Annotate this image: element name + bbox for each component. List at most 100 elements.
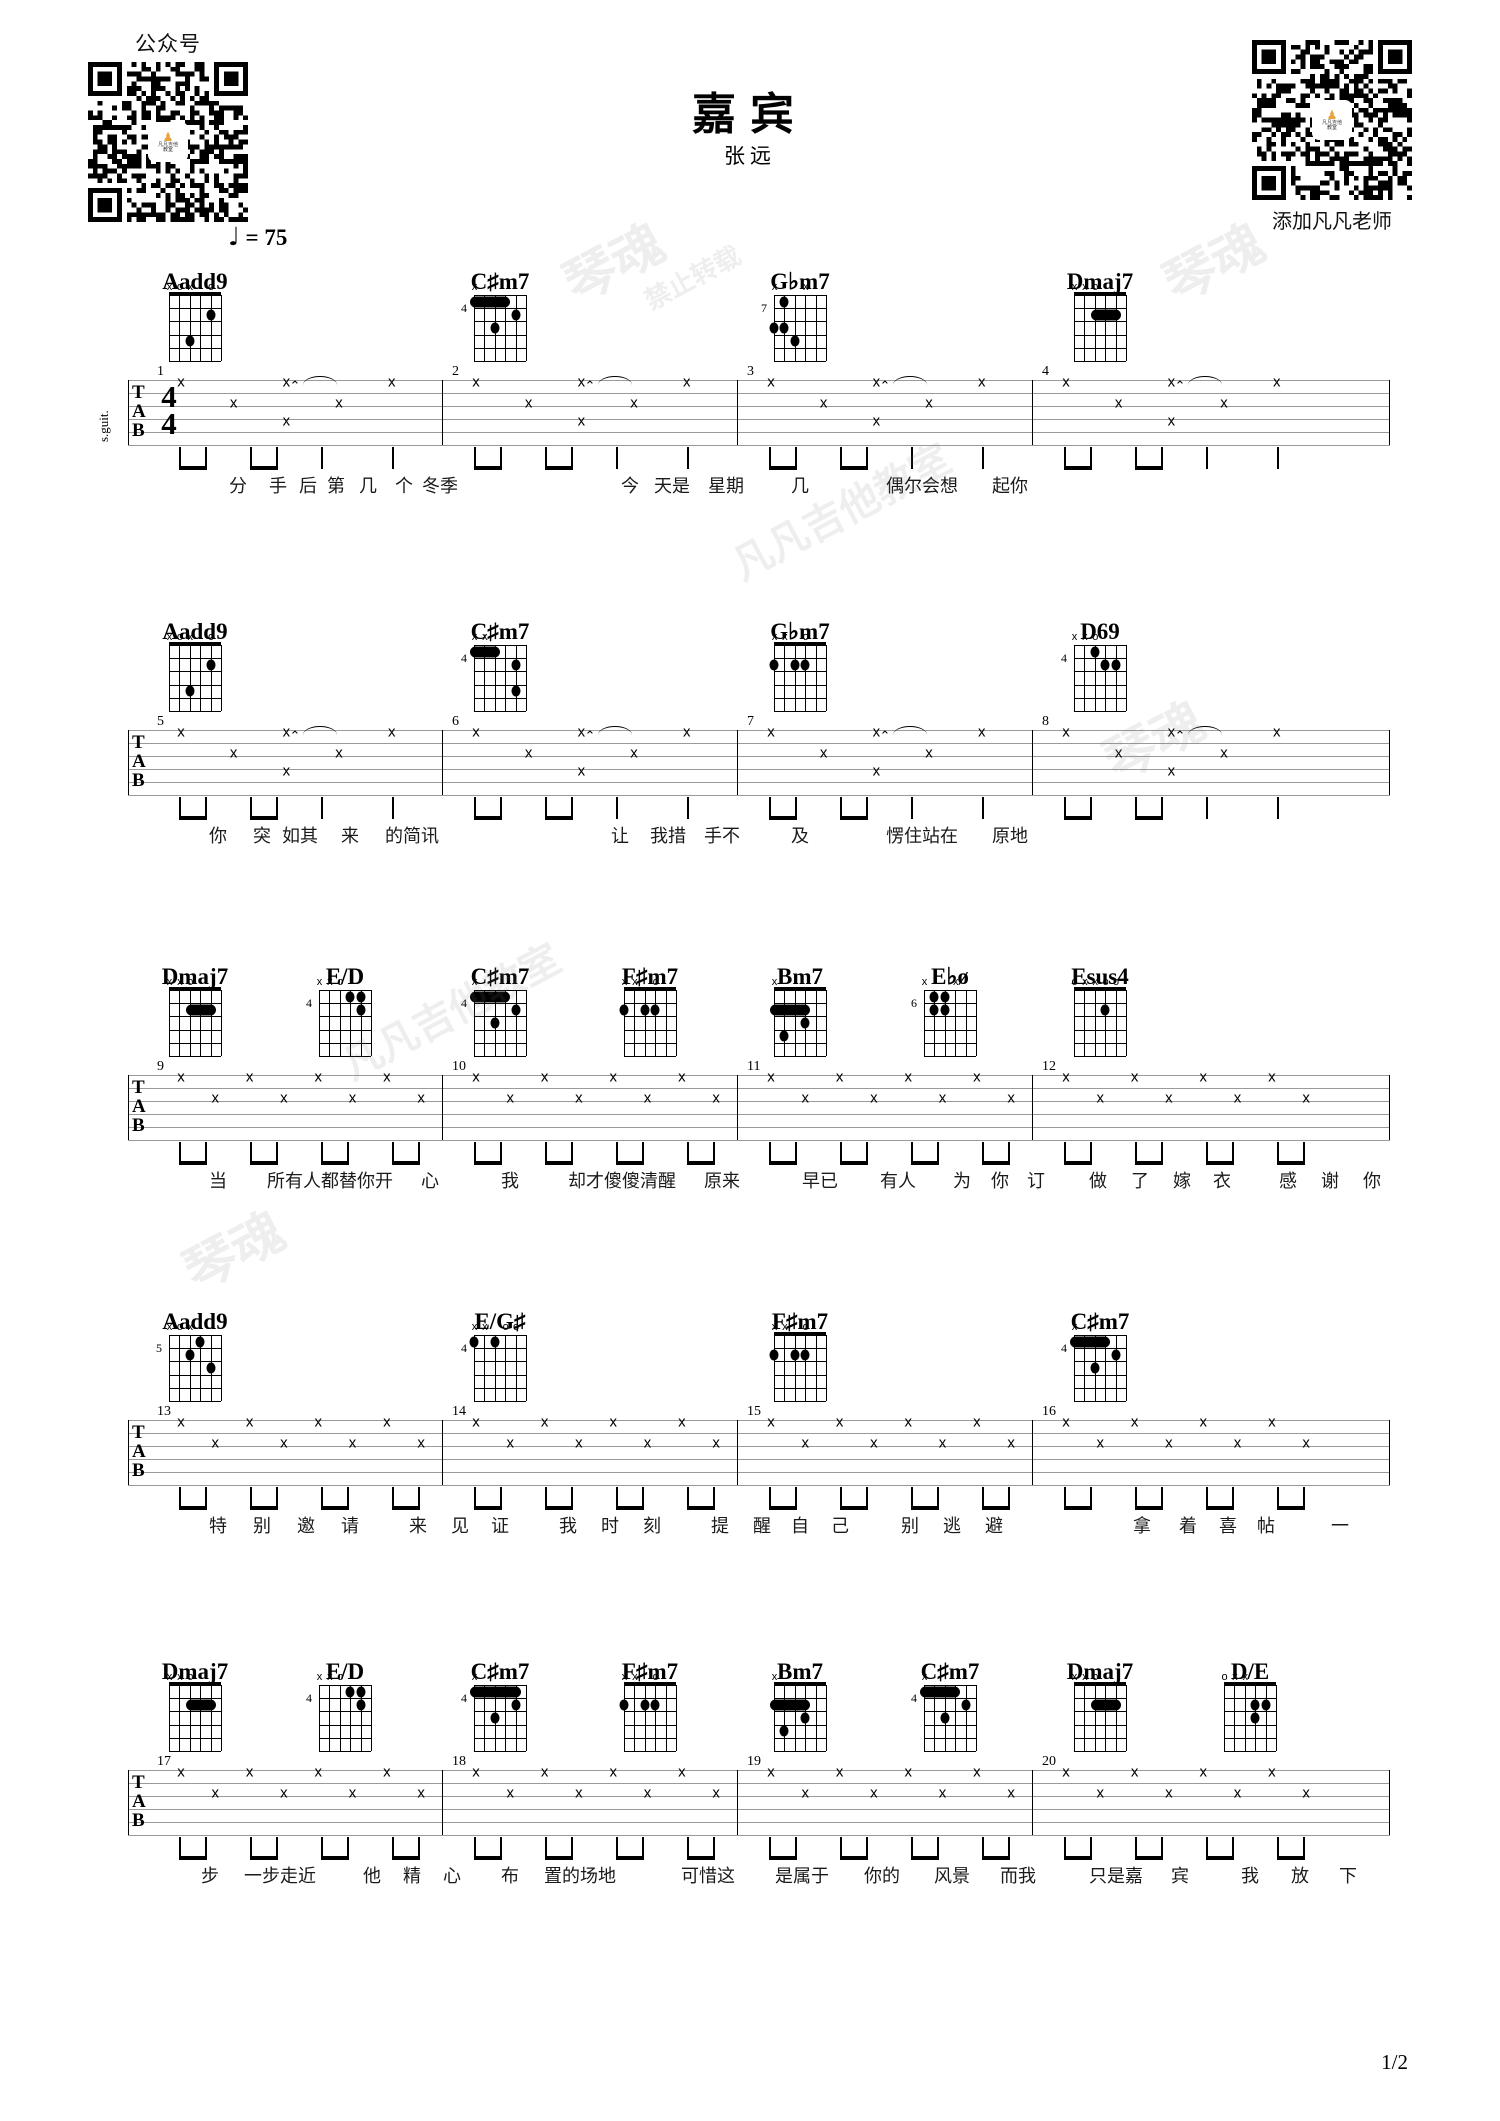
qr-teacher-block[interactable]: ♟ 凡凡吉他 教室 添加凡凡老师 (1252, 40, 1412, 233)
strum-x-note: x (506, 1784, 515, 1802)
rhythm-beam (474, 1506, 502, 1510)
strum-x-note: x (973, 1413, 981, 1431)
muted-string-marker: x (327, 976, 333, 988)
fret-hline (474, 308, 526, 310)
chord-finger-dot (511, 1004, 521, 1016)
fret-vline (955, 1685, 957, 1751)
muted-string-marker: x (316, 1671, 323, 1683)
staff-left-edge (128, 1420, 129, 1485)
strum-x-note: x (1114, 744, 1123, 762)
rhythm-beam (769, 1856, 797, 1860)
rhythm-stem (982, 447, 984, 469)
muted-string-marker: x (177, 976, 183, 988)
fret-vline (1105, 990, 1107, 1056)
rhythm-stem (1135, 1487, 1137, 1509)
open-string-marker: o (1071, 976, 1078, 988)
staff-line (128, 1485, 1390, 1486)
lyric-syllable: 见 (451, 1516, 469, 1537)
fret-hline (319, 1003, 371, 1005)
strum-x-note: x (630, 744, 638, 762)
qr-public-account-image[interactable]: ♟ 凡凡吉他 教室 (88, 62, 248, 222)
rhythm-beam (250, 816, 278, 820)
qr-public-account-block[interactable]: 公众号 ♟ 凡凡吉他 教室 (88, 28, 248, 222)
qr-teacher-image[interactable]: ♟ 凡凡吉他 教室 (1252, 40, 1412, 200)
strum-x-note: x (575, 1434, 583, 1452)
strum-x-note: x (177, 1763, 185, 1781)
strum-x-note: x (506, 1434, 515, 1452)
rhythm-beam (1064, 466, 1092, 470)
strum-x-note: x (682, 723, 691, 741)
lyric-syllable: 感 (1279, 1171, 1297, 1192)
strum-x-note: x (383, 1763, 391, 1781)
rhythm-stem (250, 1487, 252, 1509)
strum-x-note: x (1268, 1763, 1276, 1781)
fret-hline (774, 671, 826, 673)
rhythm-stem (795, 447, 797, 469)
fret-hline (624, 1003, 676, 1005)
chord-diagram-DE: D/E o x x (1205, 1660, 1295, 1752)
fret-vline (221, 1685, 222, 1751)
rhythm-stem (1064, 1142, 1066, 1164)
rhythm-beam (474, 1161, 502, 1165)
lyric-syllable: 来 (341, 826, 359, 847)
strum-x-note: x (577, 723, 586, 741)
fret-hline (1074, 1711, 1126, 1713)
lyric-syllable: 冬季 (422, 476, 458, 497)
strum-x-note: x (1233, 1089, 1242, 1107)
rhythm-stem (616, 797, 618, 819)
rhythm-stem (392, 1142, 394, 1164)
fretboard-grid (769, 642, 827, 712)
accent-mark: ⌃ (289, 728, 301, 743)
fret-hline (774, 711, 826, 712)
rhythm-beam (687, 1161, 715, 1165)
staff-line (128, 1075, 1390, 1076)
time-signature-numerator: 4 (161, 379, 177, 414)
tab-clef-letter: A (132, 751, 146, 772)
chord-diagram-Dmaj7: Dmaj7 x x o (1055, 270, 1145, 362)
fret-vline (624, 990, 625, 1056)
rhythm-stem (840, 447, 842, 469)
barline (737, 380, 738, 445)
strum-x-note: x (1096, 1089, 1105, 1107)
strum-x-note: x (1062, 1763, 1070, 1781)
chord-diagram-Cm7: C♯m7 4 x (455, 1660, 545, 1752)
fret-vline (505, 1335, 507, 1401)
barline (442, 1770, 443, 1835)
fret-hline (474, 334, 526, 336)
rhythm-beam (1206, 1506, 1234, 1510)
fretboard-grid (770, 987, 827, 1057)
rhythm-stem (418, 1487, 420, 1509)
fret-vline (774, 1335, 775, 1401)
rhythm-stem (1135, 797, 1137, 819)
strum-x-note: x (177, 723, 185, 741)
muted-string-marker: x (166, 1321, 173, 1333)
strum-x-note: x (472, 723, 480, 741)
chord-name: C♯m7 (470, 619, 530, 644)
page-number: 1/2 (1381, 2050, 1408, 2074)
chord-name: F♯m7 (771, 1309, 829, 1334)
open-string-marker: o (652, 976, 659, 988)
fret-hline (1074, 1374, 1126, 1376)
strum-x-note: x (609, 1413, 617, 1431)
lyric-syllable: 订 (1027, 1171, 1045, 1192)
chord-finger-dot (1100, 659, 1110, 671)
rhythm-beam (1135, 466, 1163, 470)
staff-line (128, 1433, 1390, 1434)
strum-x-note: x (1272, 373, 1281, 391)
chord-barre (470, 991, 511, 1003)
chord-name: Aadd9 (162, 269, 228, 294)
fret-hline (474, 1016, 526, 1018)
fret-hline (474, 671, 526, 673)
fret-vline (200, 1335, 202, 1401)
chord-barre (470, 646, 500, 658)
strum-x-note: x (870, 1784, 878, 1802)
measure-number: 2 (452, 364, 459, 379)
fret-vline (815, 1335, 817, 1401)
muted-string-marker: x (177, 1671, 183, 1683)
staff-line (128, 730, 1390, 731)
fret-hline (474, 1374, 526, 1376)
lyric-syllable: 个 (395, 476, 413, 497)
fret-hline (774, 321, 826, 323)
